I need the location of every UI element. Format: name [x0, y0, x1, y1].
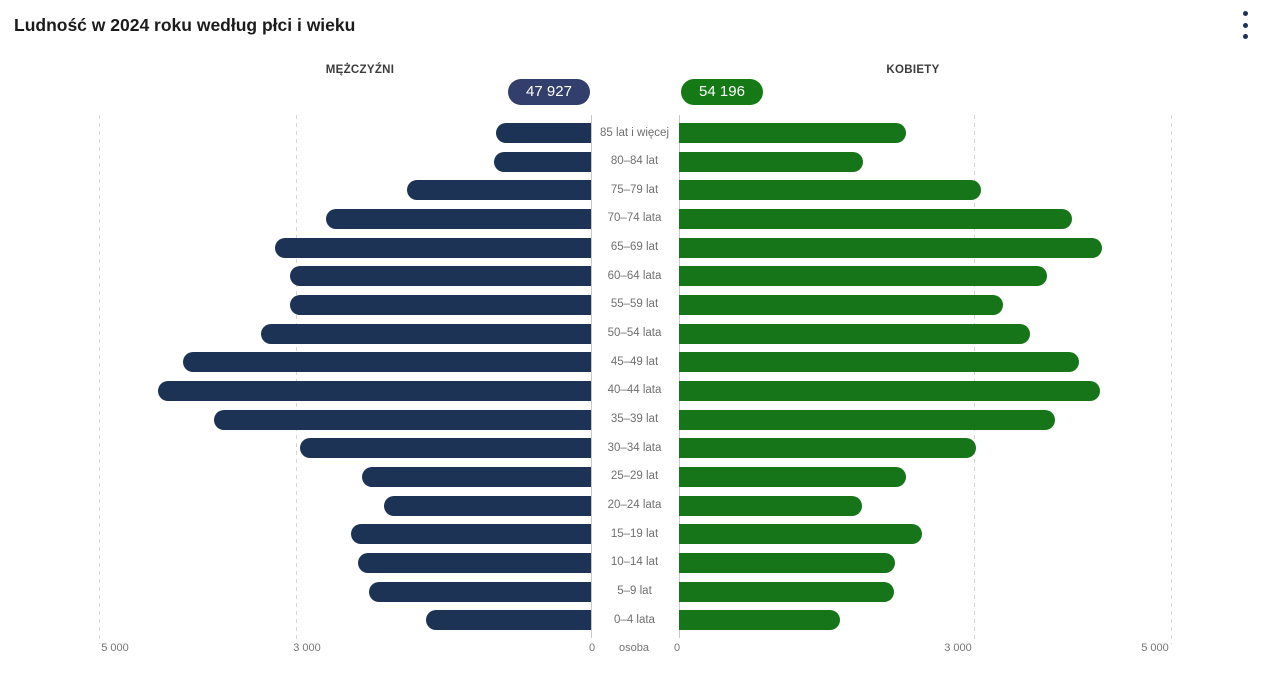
age-group-label: 50–54 lata: [607, 327, 662, 340]
female-bar[interactable]: [679, 294, 1003, 315]
male-bar[interactable]: [357, 552, 591, 573]
x-tick-right: 3 000: [944, 642, 972, 654]
kebab-dot: [1242, 11, 1248, 16]
male-bar[interactable]: [182, 352, 591, 373]
male-bar[interactable]: [326, 208, 591, 229]
age-group-label: 60–64 lata: [607, 269, 662, 282]
female-bar[interactable]: [679, 208, 1072, 229]
female-bar[interactable]: [679, 466, 907, 487]
female-bar[interactable]: [679, 237, 1103, 258]
age-group-label: 85 lat i więcej: [599, 126, 670, 139]
kebab-dot: [1242, 22, 1248, 28]
gridline-female-5000: [1171, 115, 1172, 644]
age-group-label: 20–24 lata: [607, 499, 662, 512]
age-group-label: 65–69 lat: [610, 241, 659, 254]
female-bar[interactable]: [679, 151, 863, 172]
female-bar[interactable]: [679, 180, 982, 201]
age-group-label: 75–79 lat: [610, 183, 659, 196]
female-zero-axis: [679, 115, 680, 638]
male-bar[interactable]: [289, 266, 591, 287]
female-bar[interactable]: [679, 438, 977, 459]
male-column-header: MĘŻCZYŹNI: [325, 64, 395, 76]
x-tick-left: 3 000: [293, 642, 321, 654]
x-tick-right: 0: [673, 642, 681, 654]
female-bar[interactable]: [679, 610, 841, 631]
x-tick-left: 5 000: [101, 642, 129, 654]
female-bar[interactable]: [679, 352, 1080, 373]
unit-label: osoba: [619, 642, 649, 654]
gridline-female-3000: [974, 115, 976, 644]
age-group-label: 35–39 lat: [610, 413, 659, 426]
female-bar[interactable]: [679, 552, 896, 573]
age-group-label: 10–14 lat: [610, 556, 659, 569]
female-column-header: KOBIETY: [886, 64, 940, 76]
male-bar[interactable]: [495, 123, 591, 143]
female-bar[interactable]: [679, 581, 895, 602]
age-group-label: 40–44 lata: [607, 384, 662, 397]
male-bar[interactable]: [493, 151, 591, 172]
age-group-label: 30–34 lata: [607, 441, 662, 454]
gridline-male-3000: [295, 115, 297, 644]
female-bar[interactable]: [679, 123, 907, 143]
female-bar[interactable]: [679, 409, 1055, 430]
male-bar[interactable]: [214, 409, 591, 430]
female-bar[interactable]: [679, 323, 1031, 344]
age-group-label: 70–74 lata: [607, 212, 662, 225]
male-bar[interactable]: [289, 294, 591, 315]
age-group-label: 0–4 lata: [614, 613, 655, 626]
male-total-badge: 47 927: [508, 79, 590, 105]
male-bar[interactable]: [261, 323, 591, 344]
female-total-badge: 54 196: [681, 79, 763, 105]
age-group-label: 45–49 lat: [610, 355, 659, 368]
age-group-label: 15–19 lat: [610, 527, 659, 540]
male-bar[interactable]: [299, 438, 591, 459]
male-bar[interactable]: [425, 610, 591, 631]
x-tick-right: 5 000: [1141, 642, 1169, 654]
male-bar[interactable]: [275, 237, 591, 258]
age-group-label: 55–59 lat: [610, 298, 659, 311]
female-bar[interactable]: [679, 380, 1101, 401]
male-bar[interactable]: [361, 466, 591, 487]
male-zero-axis: [591, 115, 592, 638]
age-group-label: 5–9 lat: [617, 585, 652, 598]
age-group-label: 80–84 lat: [610, 155, 659, 168]
male-bar[interactable]: [406, 180, 591, 201]
page-title: Ludność w 2024 roku według płci i wieku: [14, 15, 356, 35]
kebab-dot: [1242, 34, 1248, 39]
female-bar[interactable]: [679, 266, 1048, 287]
male-bar[interactable]: [350, 524, 591, 545]
age-group-label: 25–29 lat: [610, 470, 659, 483]
gridline-male-5000: [99, 115, 100, 644]
female-bar[interactable]: [679, 524, 923, 545]
male-bar[interactable]: [368, 581, 591, 602]
male-bar[interactable]: [384, 495, 591, 516]
male-bar[interactable]: [158, 380, 591, 401]
x-tick-left: 0: [588, 642, 596, 654]
kebab-menu-icon[interactable]: [1238, 11, 1252, 39]
female-bar[interactable]: [679, 495, 863, 516]
